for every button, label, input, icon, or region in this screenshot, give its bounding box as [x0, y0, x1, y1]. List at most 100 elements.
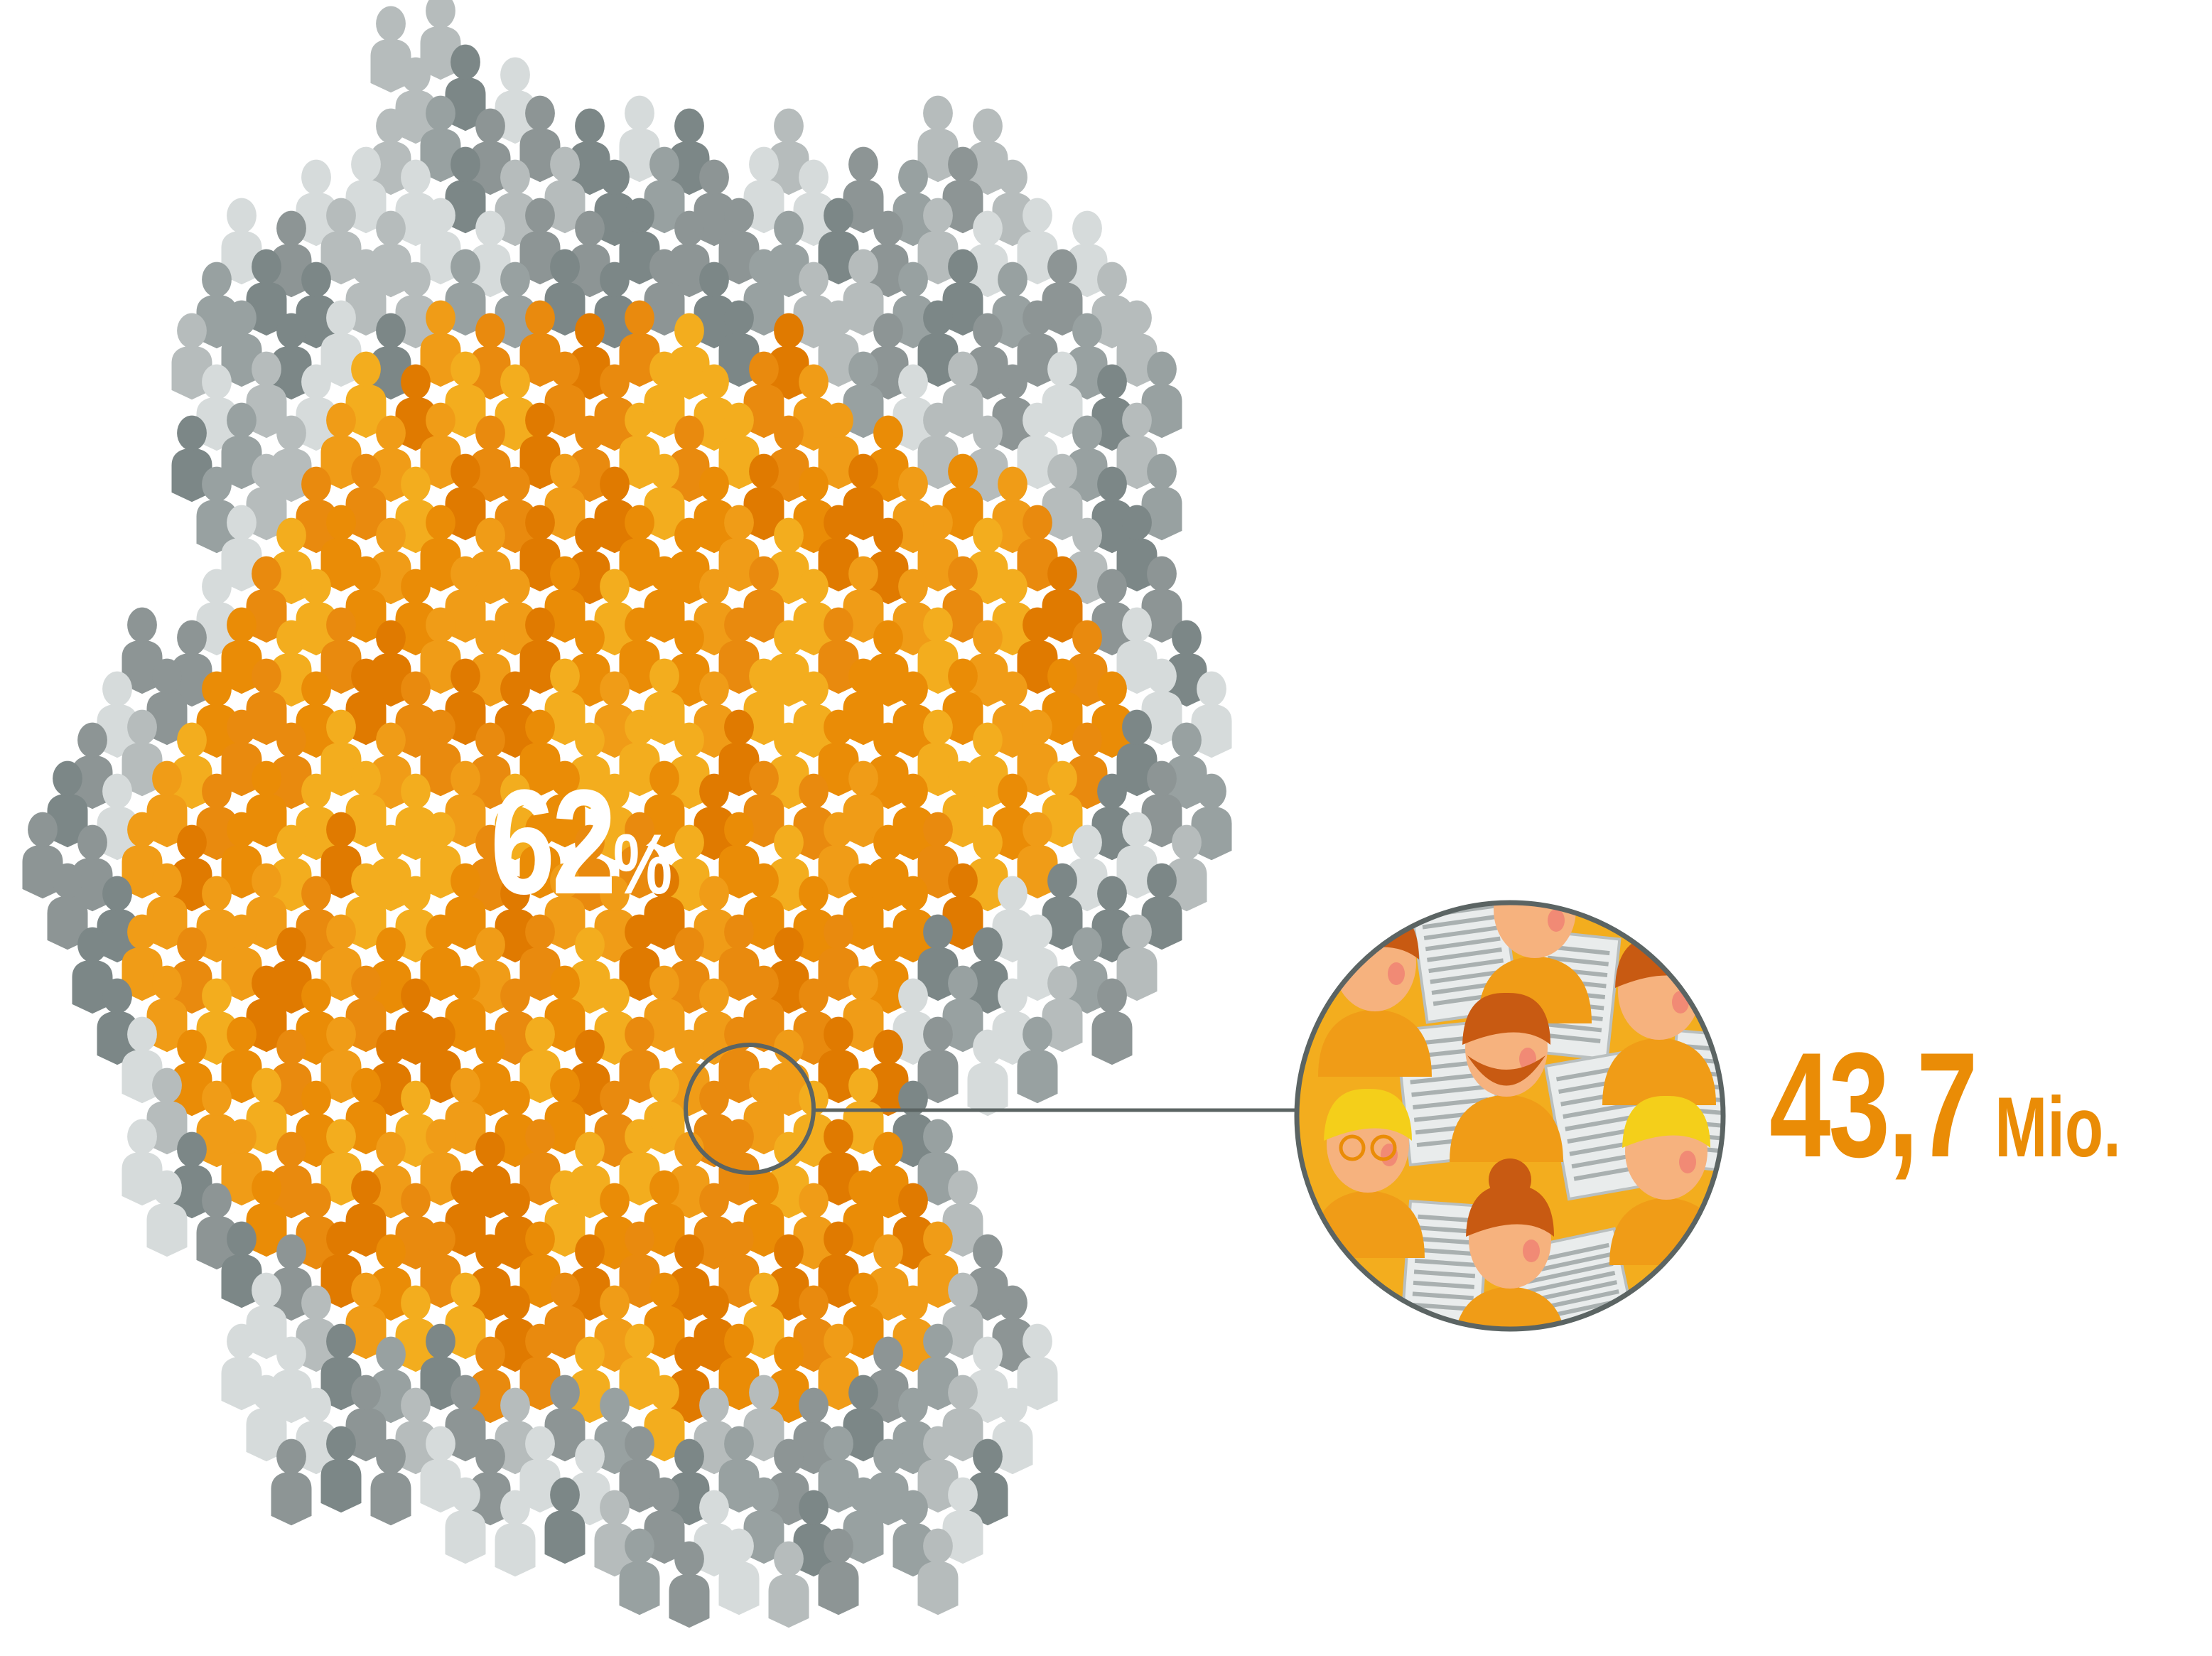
person-silhouette-icon: [420, 1119, 461, 1206]
person-silhouette-icon: [644, 760, 685, 848]
person-silhouette-icon: [370, 210, 411, 298]
person-silhouette-icon: [892, 773, 934, 861]
person-silhouette-icon: [97, 773, 138, 861]
person-silhouette-icon: [917, 300, 959, 387]
person-silhouette-icon: [519, 505, 561, 592]
person-silhouette-icon: [221, 1016, 262, 1104]
person-silhouette-icon: [868, 722, 909, 810]
person-silhouette-icon: [694, 1490, 735, 1577]
person-silhouette-icon: [221, 812, 262, 899]
person-silhouette-icon: [470, 1234, 511, 1321]
person-silhouette-icon: [296, 262, 337, 349]
person-silhouette-icon: [370, 1439, 411, 1526]
person-silhouette-icon: [1017, 1016, 1058, 1104]
person-silhouette-icon: [519, 1119, 561, 1206]
person-silhouette-icon: [271, 1234, 312, 1321]
person-silhouette-icon: [942, 760, 983, 848]
person-silhouette-icon: [345, 760, 387, 848]
person-silhouette-icon: [519, 1323, 561, 1411]
person-silhouette-icon: [495, 57, 536, 144]
person-silhouette-icon: [1091, 773, 1133, 861]
person-silhouette-icon: [892, 876, 934, 963]
person-silhouette-icon: [992, 466, 1033, 554]
person-silhouette-icon: [718, 607, 760, 694]
person-silhouette-icon: [246, 1272, 287, 1360]
person-silhouette-icon: [221, 709, 262, 797]
person-silhouette-icon: [942, 556, 983, 643]
person-silhouette-icon: [1042, 453, 1083, 541]
person-silhouette-icon: [917, 914, 959, 1001]
person-silhouette-icon: [793, 1387, 834, 1475]
person-silhouette-icon: [644, 556, 685, 643]
person-silhouette-icon: [818, 1016, 859, 1104]
person-silhouette-icon: [370, 415, 411, 502]
person-silhouette-icon: [892, 262, 934, 349]
person-silhouette-icon: [718, 505, 760, 592]
person-silhouette-icon: [122, 607, 163, 694]
person-silhouette-icon: [1017, 607, 1058, 694]
person-silhouette-icon: [843, 1068, 884, 1155]
person-silhouette-icon: [594, 159, 635, 247]
person-silhouette-icon: [793, 1285, 834, 1372]
person-silhouette-icon: [544, 1170, 586, 1257]
magnifier-circle-icon: [1294, 900, 1726, 1332]
person-silhouette-icon: [569, 824, 610, 912]
person-silhouette-icon: [1191, 671, 1232, 758]
person-silhouette-icon: [544, 351, 586, 439]
person-silhouette-icon: [370, 1336, 411, 1424]
person-silhouette-icon: [420, 914, 461, 1001]
person-silhouette-icon: [495, 671, 536, 758]
person-silhouette-icon: [868, 517, 909, 605]
person-silhouette-icon: [942, 351, 983, 439]
person-silhouette-icon: [171, 824, 212, 912]
person-silhouette-icon: [892, 978, 934, 1065]
person-silhouette-icon: [445, 760, 486, 848]
person-silhouette-icon: [818, 198, 859, 285]
person-silhouette-icon: [271, 313, 312, 400]
person-silhouette-icon: [619, 505, 660, 592]
person-silhouette-icon: [246, 965, 287, 1053]
person-silhouette-icon: [271, 1131, 312, 1219]
person-silhouette-icon: [1017, 300, 1058, 387]
person-silhouette-icon: [544, 1272, 586, 1360]
person-silhouette-icon: [296, 978, 337, 1065]
person-silhouette-icon: [221, 914, 262, 1001]
person-silhouette-icon: [917, 1016, 959, 1104]
person-silhouette-icon: [768, 1029, 809, 1117]
person-silhouette-icon: [420, 1016, 461, 1104]
person-silhouette-icon: [246, 1068, 287, 1155]
person-silhouette-icon: [569, 1131, 610, 1219]
person-silhouette-icon: [544, 453, 586, 541]
person-silhouette-icon: [942, 658, 983, 746]
person-silhouette-icon: [967, 1029, 1008, 1117]
person-silhouette-icon: [718, 1528, 760, 1615]
person-silhouette-icon: [793, 159, 834, 247]
person-silhouette-icon: [519, 300, 561, 387]
person-silhouette-icon: [843, 146, 884, 234]
person-silhouette-icon: [569, 313, 610, 400]
person-silhouette-icon: [1191, 773, 1232, 861]
person-silhouette-icon: [694, 262, 735, 349]
person-silhouette-icon: [594, 569, 635, 656]
person-silhouette-icon: [644, 1170, 685, 1257]
person-silhouette-icon: [296, 1080, 337, 1168]
person-silhouette-icon: [445, 44, 486, 131]
person-silhouette-icon: [420, 402, 461, 490]
person-silhouette-icon: [843, 1272, 884, 1360]
person-silhouette-icon: [843, 1375, 884, 1462]
person-silhouette-icon: [694, 1183, 735, 1270]
person-silhouette-icon: [768, 620, 809, 707]
person-silhouette-icon: [1166, 824, 1207, 912]
person-silhouette-icon: [967, 313, 1008, 400]
person-silhouette-icon: [246, 1170, 287, 1257]
person-silhouette-icon: [271, 517, 312, 605]
person-silhouette-icon: [1067, 210, 1108, 298]
person-silhouette-icon: [644, 965, 685, 1053]
person-silhouette-icon: [221, 505, 262, 592]
person-silhouette-icon: [420, 1221, 461, 1308]
person-silhouette-icon: [246, 1375, 287, 1462]
person-silhouette-icon: [271, 1336, 312, 1424]
person-silhouette-icon: [917, 198, 959, 285]
person-silhouette-icon: [1116, 505, 1158, 592]
person-silhouette-icon: [146, 965, 188, 1053]
